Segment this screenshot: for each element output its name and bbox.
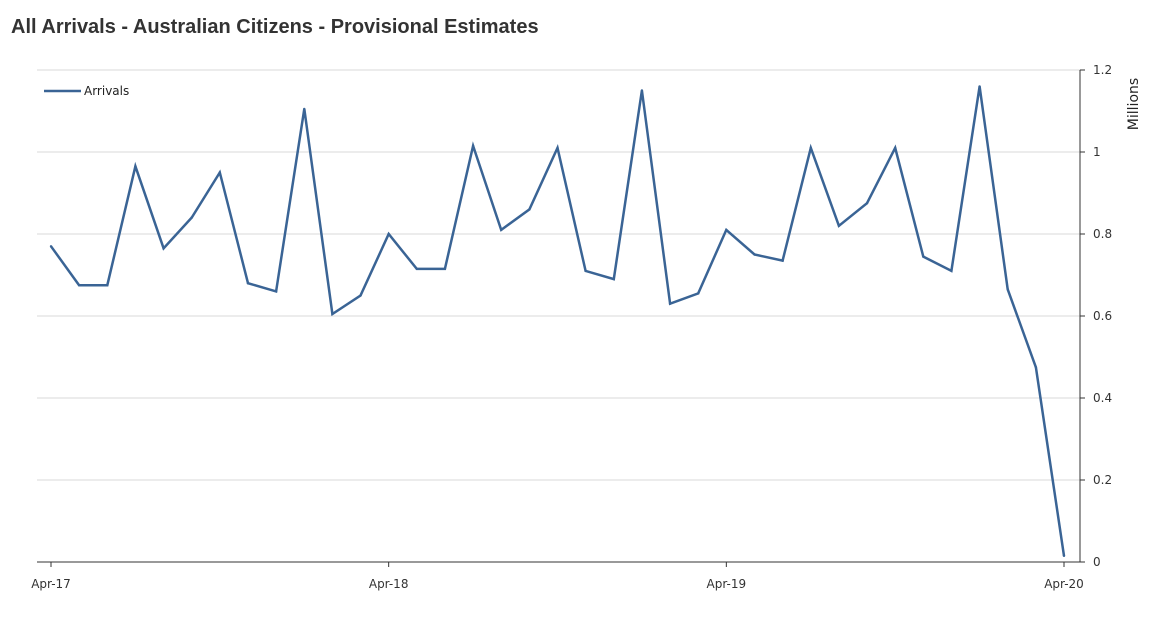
data-point: [584, 269, 587, 273]
data-point: [49, 245, 53, 248]
y-tick-label: 0.6: [1093, 309, 1112, 323]
y-tick-label: 1.2: [1093, 63, 1112, 77]
data-point: [1006, 288, 1009, 291]
y-tick-label: 0.4: [1093, 391, 1112, 405]
chart-title: All Arrivals - Australian Citizens - Pro…: [11, 16, 539, 38]
data-point: [359, 294, 362, 297]
gridlines: [37, 69, 1080, 481]
x-axis-ticks: Apr-17 Apr-18 Apr-19 Apr-20: [31, 562, 1084, 591]
y-tick-label: 0: [1093, 555, 1101, 569]
data-point: [246, 282, 250, 285]
data-point: [134, 165, 137, 168]
data-point: [387, 232, 390, 236]
data-point: [725, 228, 728, 232]
data-point: [218, 171, 222, 174]
data-point: [781, 259, 784, 262]
data-point: [190, 216, 193, 219]
data-point: [1034, 366, 1038, 369]
data-point: [162, 247, 165, 250]
data-point: [640, 89, 644, 92]
data-point: [106, 284, 109, 287]
data-point: [556, 146, 559, 150]
data-point: [415, 267, 419, 271]
y-axis-ticks: 0 0.2 0.4 0.6 0.8 1 1.2: [1080, 63, 1112, 569]
y-axis-label: Millions: [1126, 78, 1142, 130]
y-tick-label: 1: [1093, 145, 1101, 159]
data-point: [865, 202, 869, 205]
legend: Arrivals: [44, 84, 129, 98]
x-tick-label: Apr-20: [1044, 577, 1084, 591]
data-point: [950, 269, 953, 273]
data-point: [668, 302, 672, 305]
data-point: [1062, 554, 1066, 558]
data-point: [443, 267, 447, 271]
data-point: [528, 208, 531, 211]
series-group: [49, 85, 1066, 558]
data-point: [612, 277, 615, 281]
data-point: [837, 224, 841, 227]
data-point: [500, 228, 503, 232]
data-point: [471, 144, 475, 148]
series-line-arrivals: [49, 86, 1066, 557]
data-point: [77, 284, 81, 287]
x-tick-label: Apr-18: [369, 577, 409, 591]
legend-label: Arrivals: [84, 84, 129, 98]
data-point: [978, 85, 981, 88]
data-point: [331, 312, 334, 316]
data-point: [274, 290, 278, 293]
data-point: [809, 146, 812, 150]
x-tick-label: Apr-19: [707, 577, 747, 591]
data-point: [303, 107, 306, 111]
data-point: [753, 253, 756, 256]
data-point: [922, 255, 925, 258]
data-point: [696, 292, 700, 295]
y-tick-label: 0.2: [1093, 473, 1112, 487]
y-tick-label: 0.8: [1093, 227, 1112, 241]
x-tick-label: Apr-17: [31, 577, 71, 591]
data-point: [893, 146, 897, 150]
